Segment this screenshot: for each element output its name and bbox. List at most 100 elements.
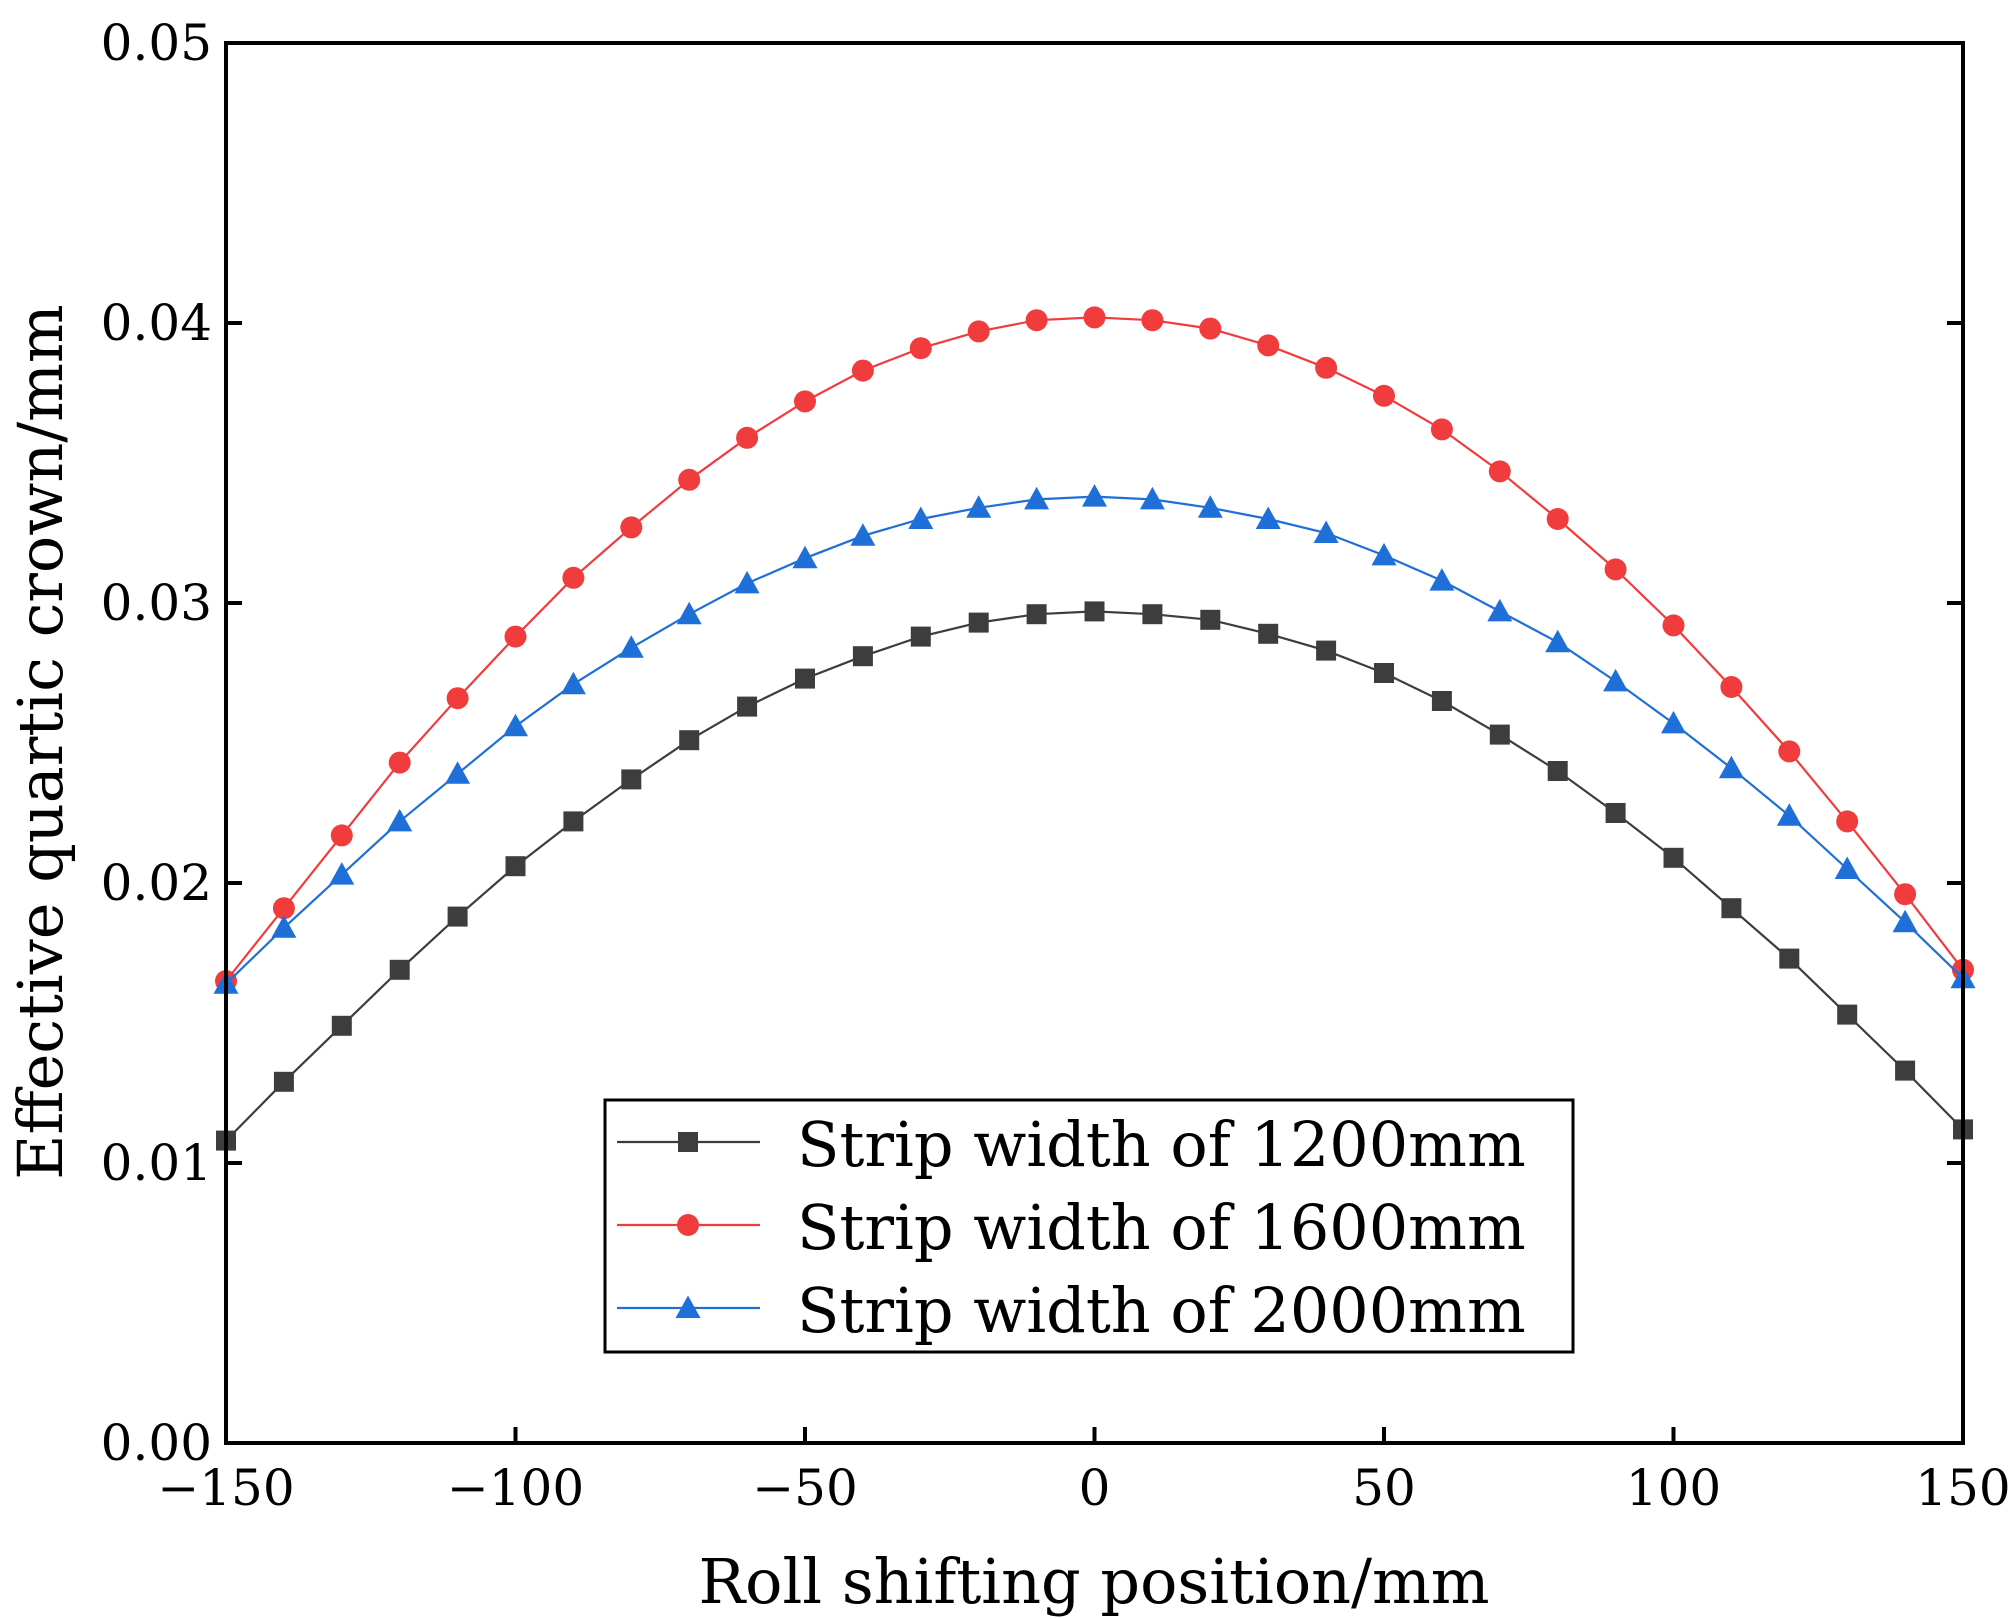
- data-point: [792, 545, 818, 569]
- data-point: [968, 612, 989, 633]
- data-point: [1721, 898, 1742, 919]
- data-point: [1834, 856, 1860, 879]
- data-point: [1720, 676, 1743, 698]
- x-tick-label: −100: [447, 1459, 584, 1517]
- x-tick-label: 150: [1915, 1459, 2008, 1517]
- data-point: [1662, 614, 1685, 637]
- data-point: [621, 769, 642, 790]
- series-strip-width-of-2000mm: [213, 484, 1976, 994]
- data-point: [1200, 609, 1221, 630]
- data-point: [1776, 803, 1802, 826]
- data-point: [1605, 803, 1626, 823]
- data-point: [1142, 604, 1163, 625]
- data-point: [503, 713, 528, 737]
- data-point: [1429, 568, 1455, 591]
- data-point: [1373, 384, 1395, 407]
- data-point: [678, 468, 701, 491]
- x-tick-label: 0: [1079, 1459, 1111, 1517]
- data-point: [679, 730, 700, 751]
- data-point: [1313, 520, 1339, 543]
- legend-label-1200mm: Strip width of 1200mm: [797, 1108, 1526, 1181]
- data-point: [387, 808, 413, 832]
- legend-marker-sample: [675, 1295, 701, 1318]
- data-point: [330, 824, 353, 847]
- data-point: [1258, 623, 1279, 644]
- data-point: [563, 811, 584, 832]
- data-point: [909, 337, 932, 360]
- data-point: [1546, 508, 1569, 530]
- data-point: [272, 897, 295, 920]
- legend-box: [603, 1098, 1575, 1354]
- data-point: [1661, 710, 1686, 734]
- data-point: [1663, 847, 1684, 868]
- data-point: [1197, 495, 1223, 518]
- data-point: [273, 1071, 294, 1092]
- data-point: [560, 671, 586, 695]
- x-axis-title: Roll shifting position/mm: [698, 1545, 1489, 1618]
- data-point: [562, 566, 585, 589]
- data-point: [1255, 506, 1281, 529]
- data-point: [618, 635, 644, 658]
- y-tick-label: 0.05: [101, 14, 212, 72]
- legend-label-2000mm: Strip width of 2000mm: [797, 1274, 1526, 1347]
- data-point: [1430, 418, 1453, 441]
- data-point: [676, 601, 702, 625]
- data-point: [1547, 761, 1568, 781]
- data-point: [736, 426, 759, 449]
- plot-frame: [224, 41, 1965, 1445]
- data-point: [794, 390, 816, 413]
- data-point: [1026, 604, 1047, 625]
- y-tick-label: 0.00: [101, 1414, 212, 1472]
- legend-label-1600mm: Strip width of 1600mm: [797, 1191, 1526, 1264]
- data-point: [1487, 598, 1513, 622]
- data-point: [620, 516, 643, 539]
- y-tick-label: 0.01: [101, 1134, 212, 1192]
- x-tick-label: 100: [1626, 1459, 1721, 1517]
- data-point: [1084, 601, 1105, 622]
- data-point: [1374, 663, 1394, 683]
- data-point: [1894, 883, 1917, 906]
- data-point: [1316, 640, 1337, 661]
- data-point: [1488, 460, 1511, 483]
- data-point: [1139, 486, 1165, 510]
- data-point: [505, 856, 526, 877]
- data-point: [1892, 909, 1918, 933]
- data-point: [1836, 810, 1859, 833]
- data-point: [1257, 334, 1280, 357]
- legend: Strip width of 1200mm Strip width of 160…: [603, 1098, 1575, 1354]
- x-tick-label: −50: [752, 1459, 858, 1517]
- data-point: [1024, 486, 1050, 510]
- y-tick-label: 0.03: [101, 574, 212, 632]
- data-point: [910, 626, 931, 647]
- data-point: [1199, 317, 1222, 340]
- data-point: [852, 646, 873, 667]
- series-layer: [213, 306, 1976, 1151]
- data-point: [1141, 309, 1164, 332]
- data-point: [447, 906, 468, 927]
- data-point: [850, 523, 876, 546]
- y-tick-label: 0.02: [101, 854, 212, 912]
- data-point: [795, 668, 815, 689]
- data-point: [389, 959, 410, 980]
- x-tick-label: 50: [1352, 1459, 1416, 1517]
- data-point: [271, 915, 297, 938]
- data-point: [331, 1015, 352, 1036]
- legend-entries: Strip width of 1200mm Strip width of 160…: [617, 1108, 1526, 1347]
- legend-marker-sample: [677, 1214, 699, 1236]
- data-point: [388, 751, 411, 774]
- x-axis-ticks: −150 −100 −50 0 50 100 150: [157, 1427, 2008, 1517]
- data-point: [908, 506, 934, 529]
- data-point: [446, 687, 469, 710]
- data-point: [966, 495, 992, 518]
- data-point: [1545, 629, 1571, 653]
- data-point: [1315, 356, 1338, 379]
- data-point: [1083, 306, 1106, 329]
- series-strip-width-of-1600mm: [215, 306, 1974, 992]
- data-point: [1603, 668, 1629, 692]
- y-tick-label: 0.04: [101, 294, 212, 352]
- data-point: [1779, 948, 1800, 969]
- data-point: [1371, 542, 1397, 566]
- data-point: [445, 761, 471, 784]
